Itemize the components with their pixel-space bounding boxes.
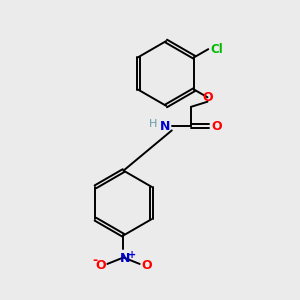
Text: Cl: Cl xyxy=(211,43,224,56)
Text: -: - xyxy=(92,254,98,267)
Text: +: + xyxy=(128,250,136,260)
Text: N: N xyxy=(119,252,130,265)
Text: O: O xyxy=(141,259,152,272)
Text: H: H xyxy=(149,118,157,129)
Text: N: N xyxy=(160,119,170,133)
Text: O: O xyxy=(203,92,213,104)
Text: O: O xyxy=(95,259,106,272)
Text: O: O xyxy=(212,119,222,133)
